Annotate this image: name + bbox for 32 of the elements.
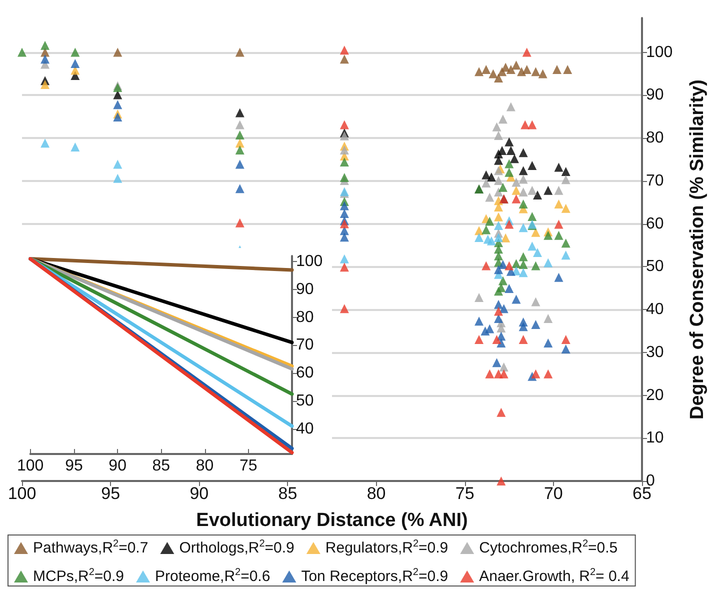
- y-tick-label: 90: [296, 280, 314, 298]
- x-tick-label: 80: [196, 458, 214, 474]
- x-tick-label: 100: [16, 458, 44, 474]
- x-tick-label: 70: [544, 484, 563, 503]
- x-tick-label: 75: [455, 484, 474, 503]
- y-tick-label: 20: [646, 386, 664, 404]
- y-tick-label: 100: [646, 44, 673, 61]
- x-tick-label: 85: [152, 458, 170, 474]
- y-tick-label: 100: [296, 253, 323, 270]
- x-tick-label: 95: [65, 458, 83, 474]
- x-tick-label: 80: [366, 484, 386, 503]
- x-tick-label: 85: [278, 484, 298, 503]
- y-tick-label: 60: [646, 215, 664, 232]
- y-tick-label: 70: [646, 172, 664, 190]
- y-tick-label: 80: [646, 130, 664, 147]
- y-tick-label: 70: [296, 336, 314, 354]
- x-tick-label: 90: [108, 458, 127, 474]
- y-tick-label: 50: [646, 258, 664, 276]
- x-tick-label: 95: [101, 484, 120, 503]
- y-tick-label: 10: [646, 430, 664, 447]
- y-tick-label: 80: [296, 308, 314, 326]
- y-tick-label: 50: [296, 392, 314, 410]
- y-tick-label: 60: [296, 364, 314, 382]
- x-tick-label: 100: [8, 484, 36, 503]
- y-tick-label: 30: [646, 344, 664, 361]
- x-tick-label: 90: [190, 484, 209, 503]
- y-tick-label: 90: [646, 86, 664, 104]
- y-tick-label: 40: [646, 301, 664, 318]
- y-tick-label: 40: [296, 420, 314, 438]
- x-axis-title: Evolutionary Distance (% ANI): [196, 510, 468, 531]
- y-axis-title: Degree of Conservation (% Similarity): [687, 80, 708, 420]
- x-tick-label: 75: [239, 458, 258, 474]
